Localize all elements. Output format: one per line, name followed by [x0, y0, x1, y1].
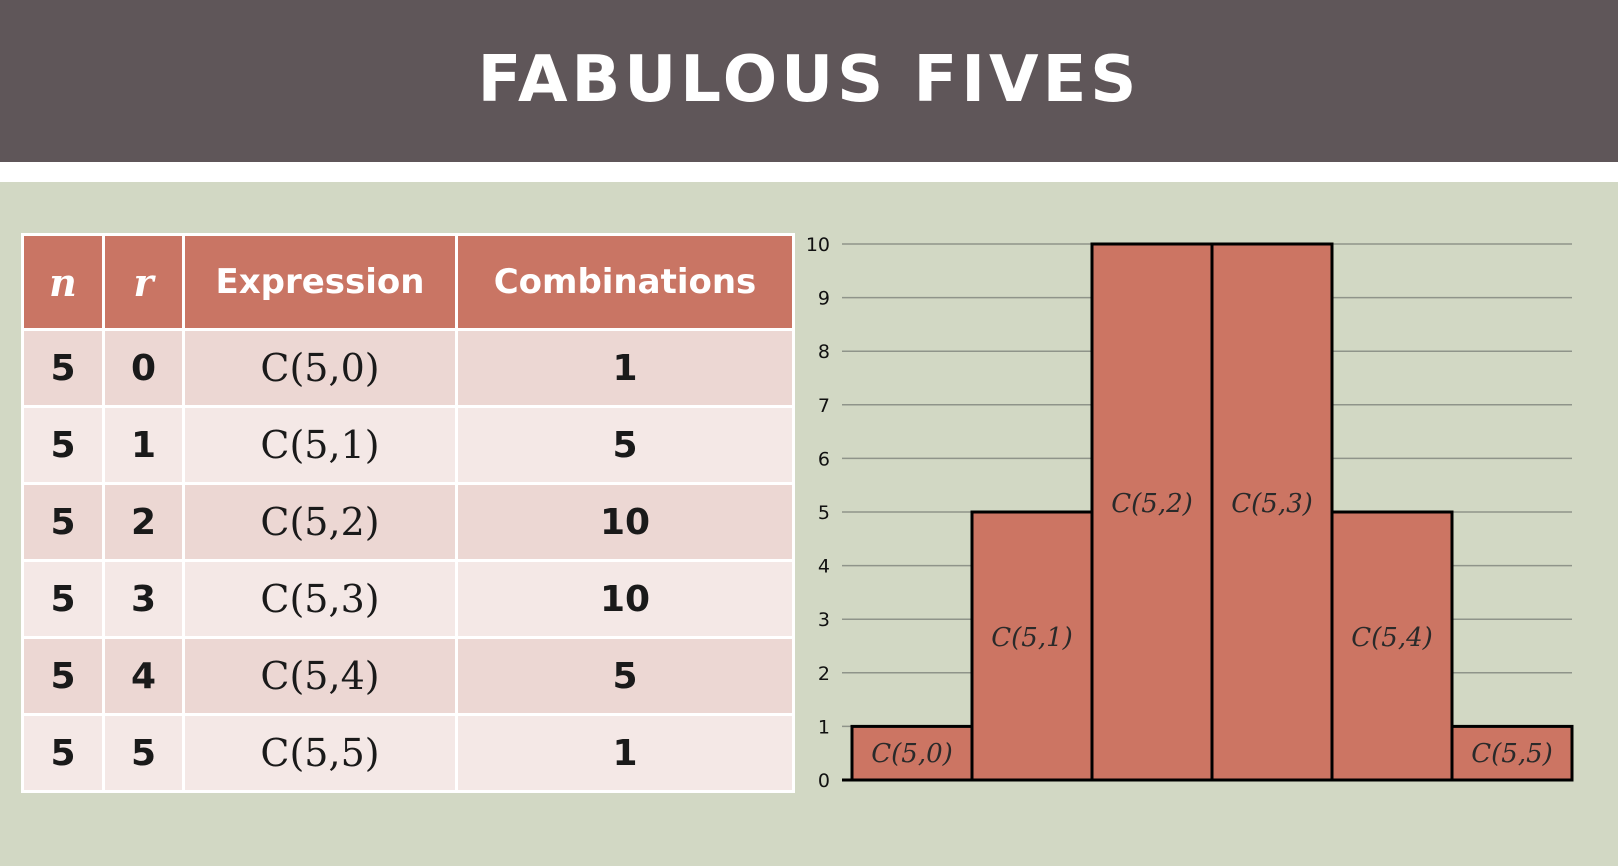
cell-expression: C(5,3) [182, 559, 458, 639]
y-tick-label: 1 [818, 716, 830, 738]
y-tick-label: 0 [818, 770, 830, 792]
cell-combinations: 10 [455, 482, 795, 562]
table-row: 5 0 C(5,0) 1 [21, 328, 795, 408]
divider-band [0, 162, 1618, 182]
bar-label: C(5,0) [871, 739, 953, 769]
cell-n: 5 [21, 559, 105, 639]
bar-label: C(5,2) [1111, 489, 1193, 519]
y-tick-label: 3 [818, 609, 830, 631]
cell-n: 5 [21, 482, 105, 562]
bar-label: C(5,4) [1351, 623, 1433, 653]
y-tick-label: 2 [818, 663, 830, 685]
cell-expression: C(5,1) [182, 405, 458, 485]
y-tick-label: 7 [818, 395, 830, 417]
cell-r: 3 [102, 559, 185, 639]
bar-label: C(5,1) [991, 623, 1073, 653]
header-combinations: Combinations [455, 233, 795, 331]
cell-n: 5 [21, 636, 105, 716]
combinations-table: n r Expression Combinations 5 0 C(5,0) 1… [21, 233, 795, 793]
cell-n: 5 [21, 713, 105, 793]
table-row: 5 3 C(5,3) 10 [21, 559, 795, 639]
table-row: 5 4 C(5,4) 5 [21, 636, 795, 716]
bar [1090, 242, 1214, 782]
title-bar [0, 0, 1618, 162]
y-tick-label: 10 [806, 234, 830, 256]
cell-combinations: 5 [455, 405, 795, 485]
y-tick-label: 4 [818, 556, 830, 578]
cell-r: 0 [102, 328, 185, 408]
cell-r: 1 [102, 405, 185, 485]
y-tick-label: 9 [818, 288, 830, 310]
header-n: n [21, 233, 105, 331]
cell-expression: C(5,0) [182, 328, 458, 408]
table-row: 5 1 C(5,1) 5 [21, 405, 795, 485]
bar-label: C(5,5) [1471, 739, 1553, 769]
cell-combinations: 5 [455, 636, 795, 716]
table-header-row: n r Expression Combinations [21, 233, 795, 331]
cell-r: 5 [102, 713, 185, 793]
cell-r: 2 [102, 482, 185, 562]
header-r: r [102, 233, 185, 331]
cell-r: 4 [102, 636, 185, 716]
cell-combinations: 10 [455, 559, 795, 639]
table-row: 5 5 C(5,5) 1 [21, 713, 795, 793]
cell-expression: C(5,4) [182, 636, 458, 716]
cell-n: 5 [21, 405, 105, 485]
table-row: 5 2 C(5,2) 10 [21, 482, 795, 562]
y-tick-label: 5 [818, 502, 830, 524]
bar [1450, 724, 1574, 782]
bar [1330, 510, 1454, 782]
slide-title: FABULOUS FIVES [477, 43, 1141, 117]
cell-n: 5 [21, 328, 105, 408]
y-tick-label: 8 [818, 341, 830, 363]
cell-expression: C(5,2) [182, 482, 458, 562]
cell-expression: C(5,5) [182, 713, 458, 793]
cell-combinations: 1 [455, 328, 795, 408]
bar-label: C(5,3) [1231, 489, 1313, 519]
y-tick-label: 6 [818, 448, 830, 470]
header-expression: Expression [182, 233, 458, 331]
cell-combinations: 1 [455, 713, 795, 793]
bar-chart: 0 1 2 3 4 5 6 7 8 9 10 C(5,0) C(5,1) C(5,2) C(5,3) C(5,… [806, 234, 1574, 792]
